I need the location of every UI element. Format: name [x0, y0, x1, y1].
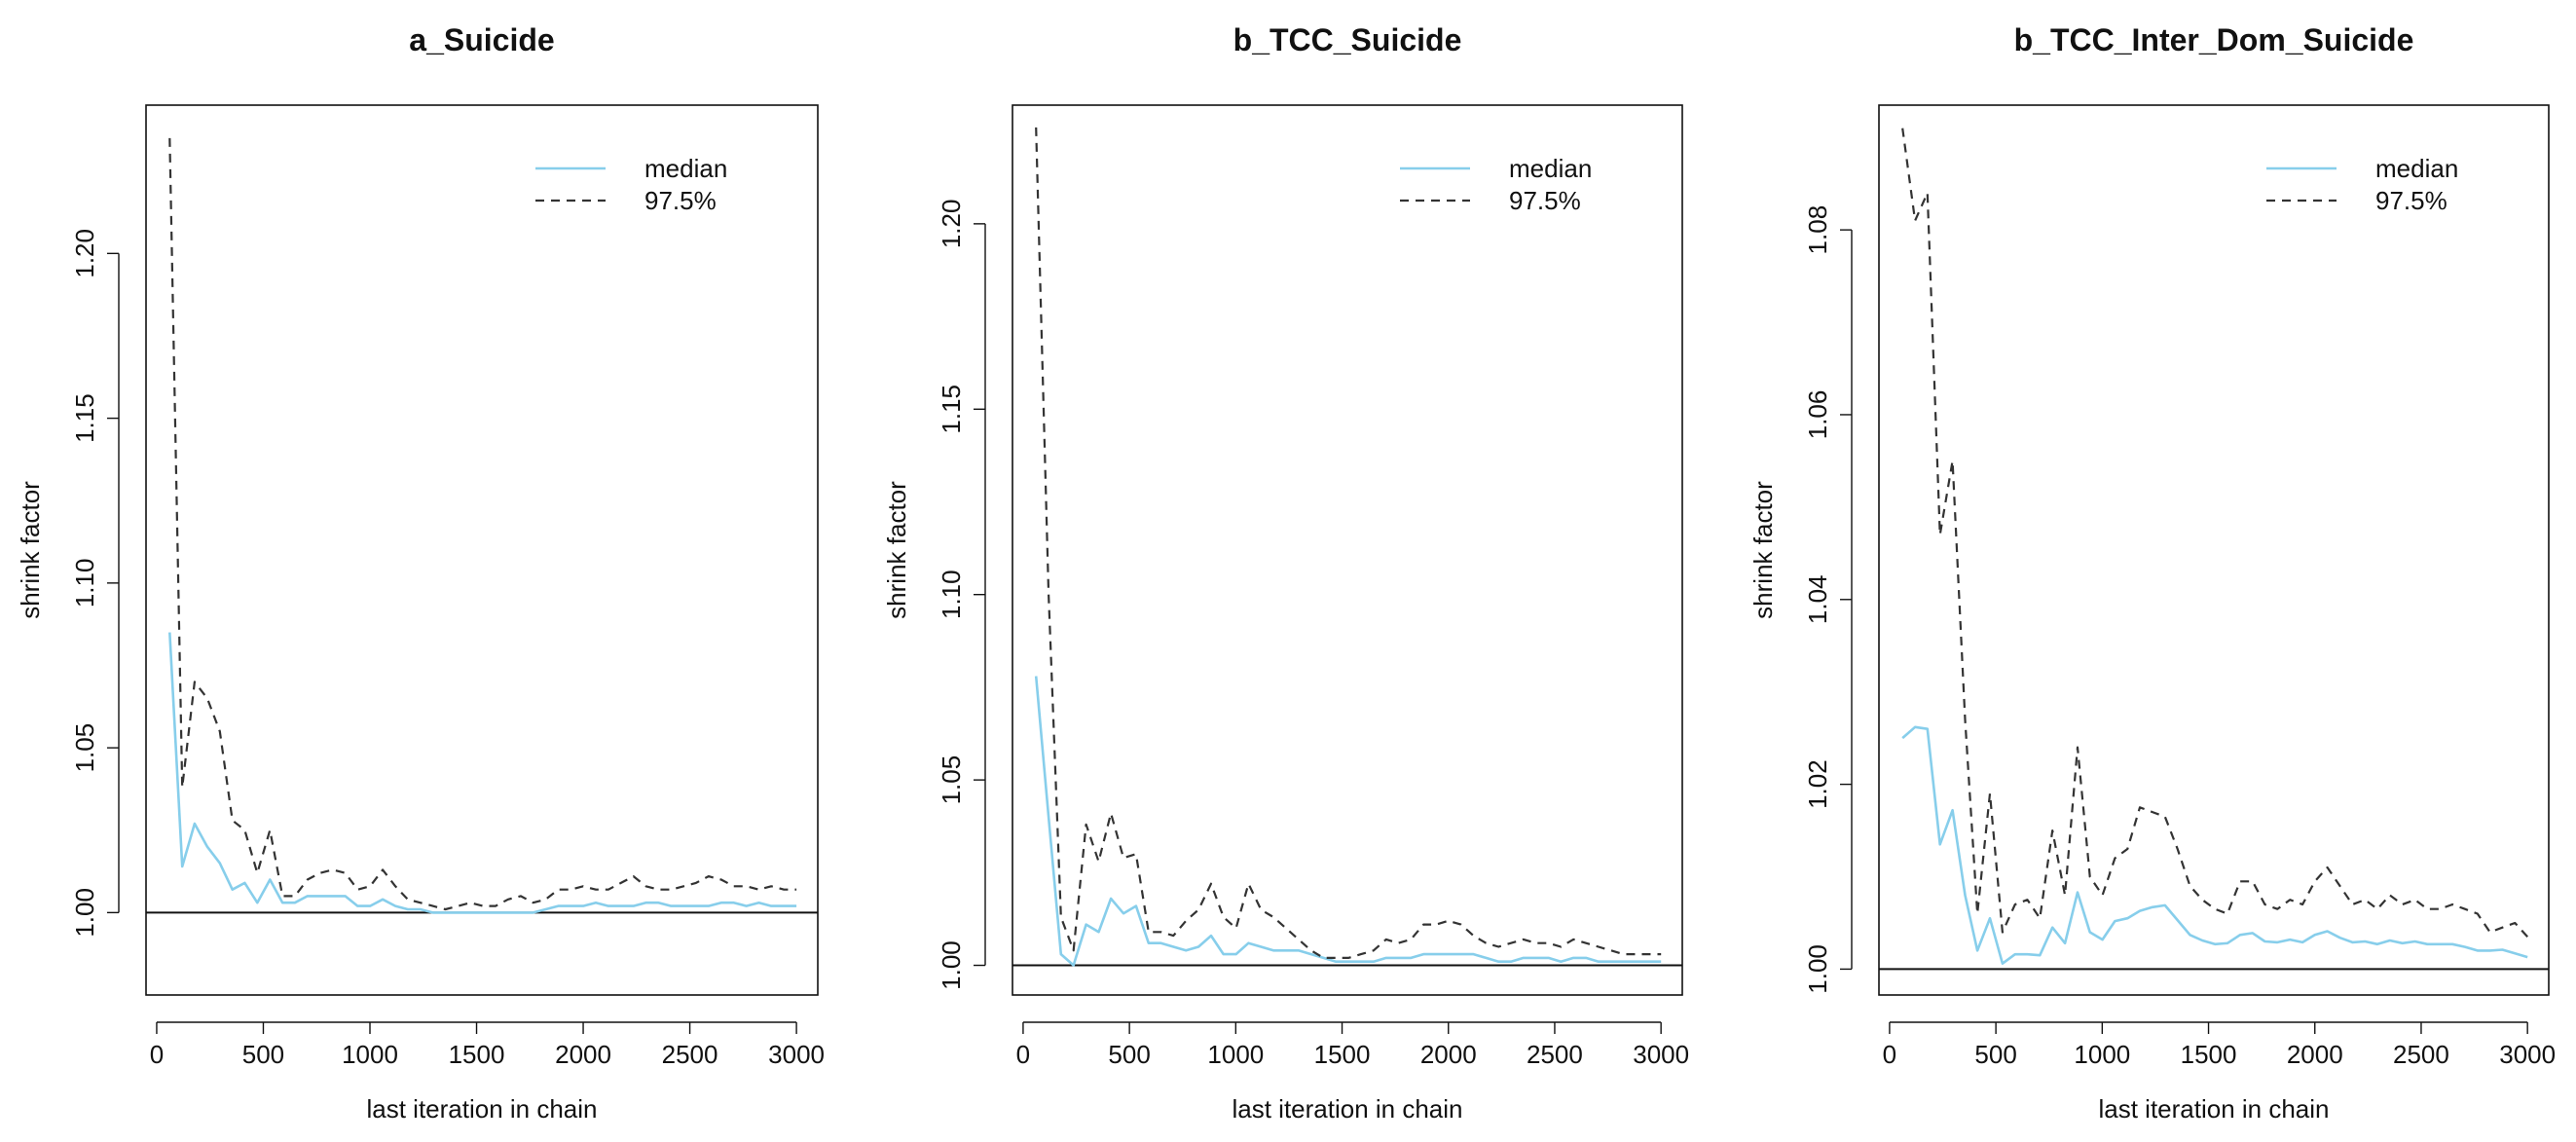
chart-title: b_TCC_Inter_Dom_Suicide: [2014, 22, 2414, 57]
series-line-median: [1901, 725, 2528, 966]
x-tick-label: 1000: [342, 1040, 398, 1069]
y-axis: 1.00 1.02 1.04 1.06 1.08 shrink factor: [1748, 205, 1853, 994]
y-tick-label: 1.10: [70, 559, 99, 608]
x-tick-label: 2000: [1420, 1040, 1477, 1069]
legend-label: 97.5%: [644, 186, 717, 215]
x-tick-label: 0: [1016, 1040, 1030, 1069]
y-axis: 1.00 1.05 1.10 1.15 1.20 shrink factor: [16, 229, 120, 938]
x-tick-label: 2500: [662, 1040, 718, 1069]
x-axis-label: last iteration in chain: [1232, 1094, 1462, 1124]
y-tick-label: 1.15: [937, 385, 966, 434]
y-axis-label: shrink factor: [16, 481, 45, 619]
y-tick-label: 1.08: [1803, 205, 1832, 255]
y-axis-label: shrink factor: [882, 481, 911, 619]
legend: median 97.5%: [535, 154, 727, 215]
series-line-median: [1034, 676, 1662, 967]
x-tick-label: 3000: [1633, 1040, 1689, 1069]
x-tick-label: 0: [1883, 1040, 1896, 1069]
x-tick-label: 3000: [768, 1040, 825, 1069]
series-line-97-5-percent: [1035, 127, 1662, 960]
legend: median 97.5%: [1400, 154, 1592, 215]
x-axis: 0 500 1000 1500 2000 2500 3000 last iteration i…: [1016, 1021, 1689, 1124]
series-line-97-5-percent: [168, 137, 797, 911]
x-tick-label: 1000: [1207, 1040, 1264, 1069]
x-axis: 0 500 1000 1500 2000 2500 3000 last iteration i…: [1883, 1021, 2556, 1124]
legend-label: 97.5%: [1509, 186, 1581, 215]
y-tick-label: 1.00: [1803, 944, 1832, 994]
chart-panel-1: a_Suicide 0 500 1000 1500 2000 2500 3000 last it…: [16, 22, 825, 1124]
y-tick-label: 1.06: [1803, 390, 1832, 440]
y-tick-label: 1.15: [70, 393, 99, 443]
legend-label: 97.5%: [2375, 186, 2447, 215]
x-tick-label: 2500: [1527, 1040, 1583, 1069]
y-axis: 1.00 1.05 1.10 1.15 1.20 shrink factor: [882, 200, 986, 990]
series-line-97-5-percent: [1901, 128, 2529, 938]
y-tick-label: 1.05: [937, 755, 966, 805]
x-tick-label: 1500: [449, 1040, 505, 1069]
plot-frame: [1012, 104, 1683, 996]
x-tick-label: 500: [1108, 1040, 1150, 1069]
x-tick-label: 1500: [2181, 1040, 2237, 1069]
legend-label: median: [1509, 154, 1592, 183]
series-line-median: [168, 632, 797, 914]
y-tick-label: 1.20: [937, 200, 966, 249]
y-axis-label: shrink factor: [1748, 481, 1778, 619]
x-tick-label: 500: [242, 1040, 284, 1069]
y-tick-label: 1.10: [937, 570, 966, 619]
x-tick-label: 1000: [2074, 1040, 2130, 1069]
x-tick-label: 2000: [555, 1040, 611, 1069]
chart-title: b_TCC_Suicide: [1233, 22, 1462, 57]
plot-frame: [145, 104, 819, 996]
x-axis: 0 500 1000 1500 2000 2500 3000 last iteration i…: [150, 1021, 825, 1124]
y-tick-label: 1.00: [937, 940, 966, 990]
x-axis-label: last iteration in chain: [366, 1094, 597, 1124]
legend-label: median: [644, 154, 727, 183]
plot-frame: [1878, 104, 2550, 996]
legend: median 97.5%: [2266, 154, 2458, 215]
x-tick-label: 500: [1974, 1040, 2016, 1069]
legend-label: median: [2375, 154, 2458, 183]
y-tick-label: 1.02: [1803, 759, 1832, 809]
y-tick-label: 1.20: [70, 229, 99, 278]
y-tick-label: 1.04: [1803, 574, 1832, 624]
chart-panel-2: b_TCC_Suicide 0 500 1000 1500 2000 2500 3000 las…: [882, 22, 1689, 1124]
x-tick-label: 2000: [2287, 1040, 2343, 1069]
x-tick-label: 1500: [1314, 1040, 1371, 1069]
y-tick-label: 1.05: [70, 723, 99, 773]
x-axis-label: last iteration in chain: [2098, 1094, 2329, 1124]
chart-panel-3: b_TCC_Inter_Dom_Suicide 0 500 1000 1500 2000 2…: [1748, 22, 2556, 1124]
x-tick-label: 0: [150, 1040, 164, 1069]
chart-title: a_Suicide: [409, 22, 554, 57]
x-tick-label: 2500: [2393, 1040, 2449, 1069]
y-tick-label: 1.00: [70, 888, 99, 938]
x-tick-label: 3000: [2499, 1040, 2556, 1069]
